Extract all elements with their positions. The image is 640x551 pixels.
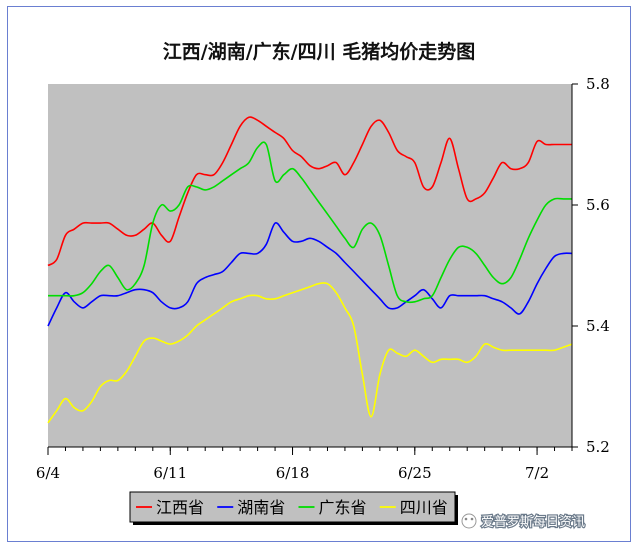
series-line-3 bbox=[47, 282, 573, 424]
legend-label-0: 江西省 bbox=[156, 498, 204, 517]
x-tick-label-1: 6/11 bbox=[153, 464, 187, 482]
plot-area bbox=[48, 84, 572, 447]
legend-label-3: 四川省 bbox=[400, 498, 448, 517]
chart-title: 江西/湖南/广东/四川 毛猪均价走势图 bbox=[163, 40, 475, 63]
watermark: 爱普罗斯每日资讯 bbox=[461, 513, 586, 531]
series-line-0 bbox=[47, 116, 572, 267]
y-tick-label-1: 5.4 bbox=[586, 317, 610, 335]
series-line-2 bbox=[48, 141, 572, 304]
wechat-icon bbox=[461, 513, 477, 529]
watermark-text: 爱普罗斯每日资讯 bbox=[481, 514, 585, 530]
x-tick-label-0: 6/4 bbox=[36, 464, 60, 482]
legend-box bbox=[129, 491, 456, 523]
x-tick-label-4: 7/2 bbox=[525, 464, 549, 482]
wechat-icon-eye-right bbox=[470, 517, 474, 521]
wechat-icon-eye-left bbox=[464, 517, 468, 521]
legend-label-2: 广东省 bbox=[319, 498, 367, 517]
axis-layer: 5.2 5.4 5.6 5.8 6/4 6/11 6/18 6/25 7/2 bbox=[36, 75, 610, 482]
series-layer bbox=[47, 116, 573, 424]
y-tick-label-2: 5.6 bbox=[586, 196, 610, 214]
y-tick-label-0: 5.2 bbox=[586, 438, 610, 456]
x-tick-label-2: 6/18 bbox=[276, 464, 310, 482]
x-tick-label-3: 6/25 bbox=[398, 464, 432, 482]
legend: 江西省 湖南省 广东省 四川省 bbox=[129, 491, 458, 525]
y-tick-label-3: 5.8 bbox=[586, 75, 610, 93]
series-line-1 bbox=[47, 221, 573, 327]
legend-label-1: 湖南省 bbox=[237, 498, 285, 517]
